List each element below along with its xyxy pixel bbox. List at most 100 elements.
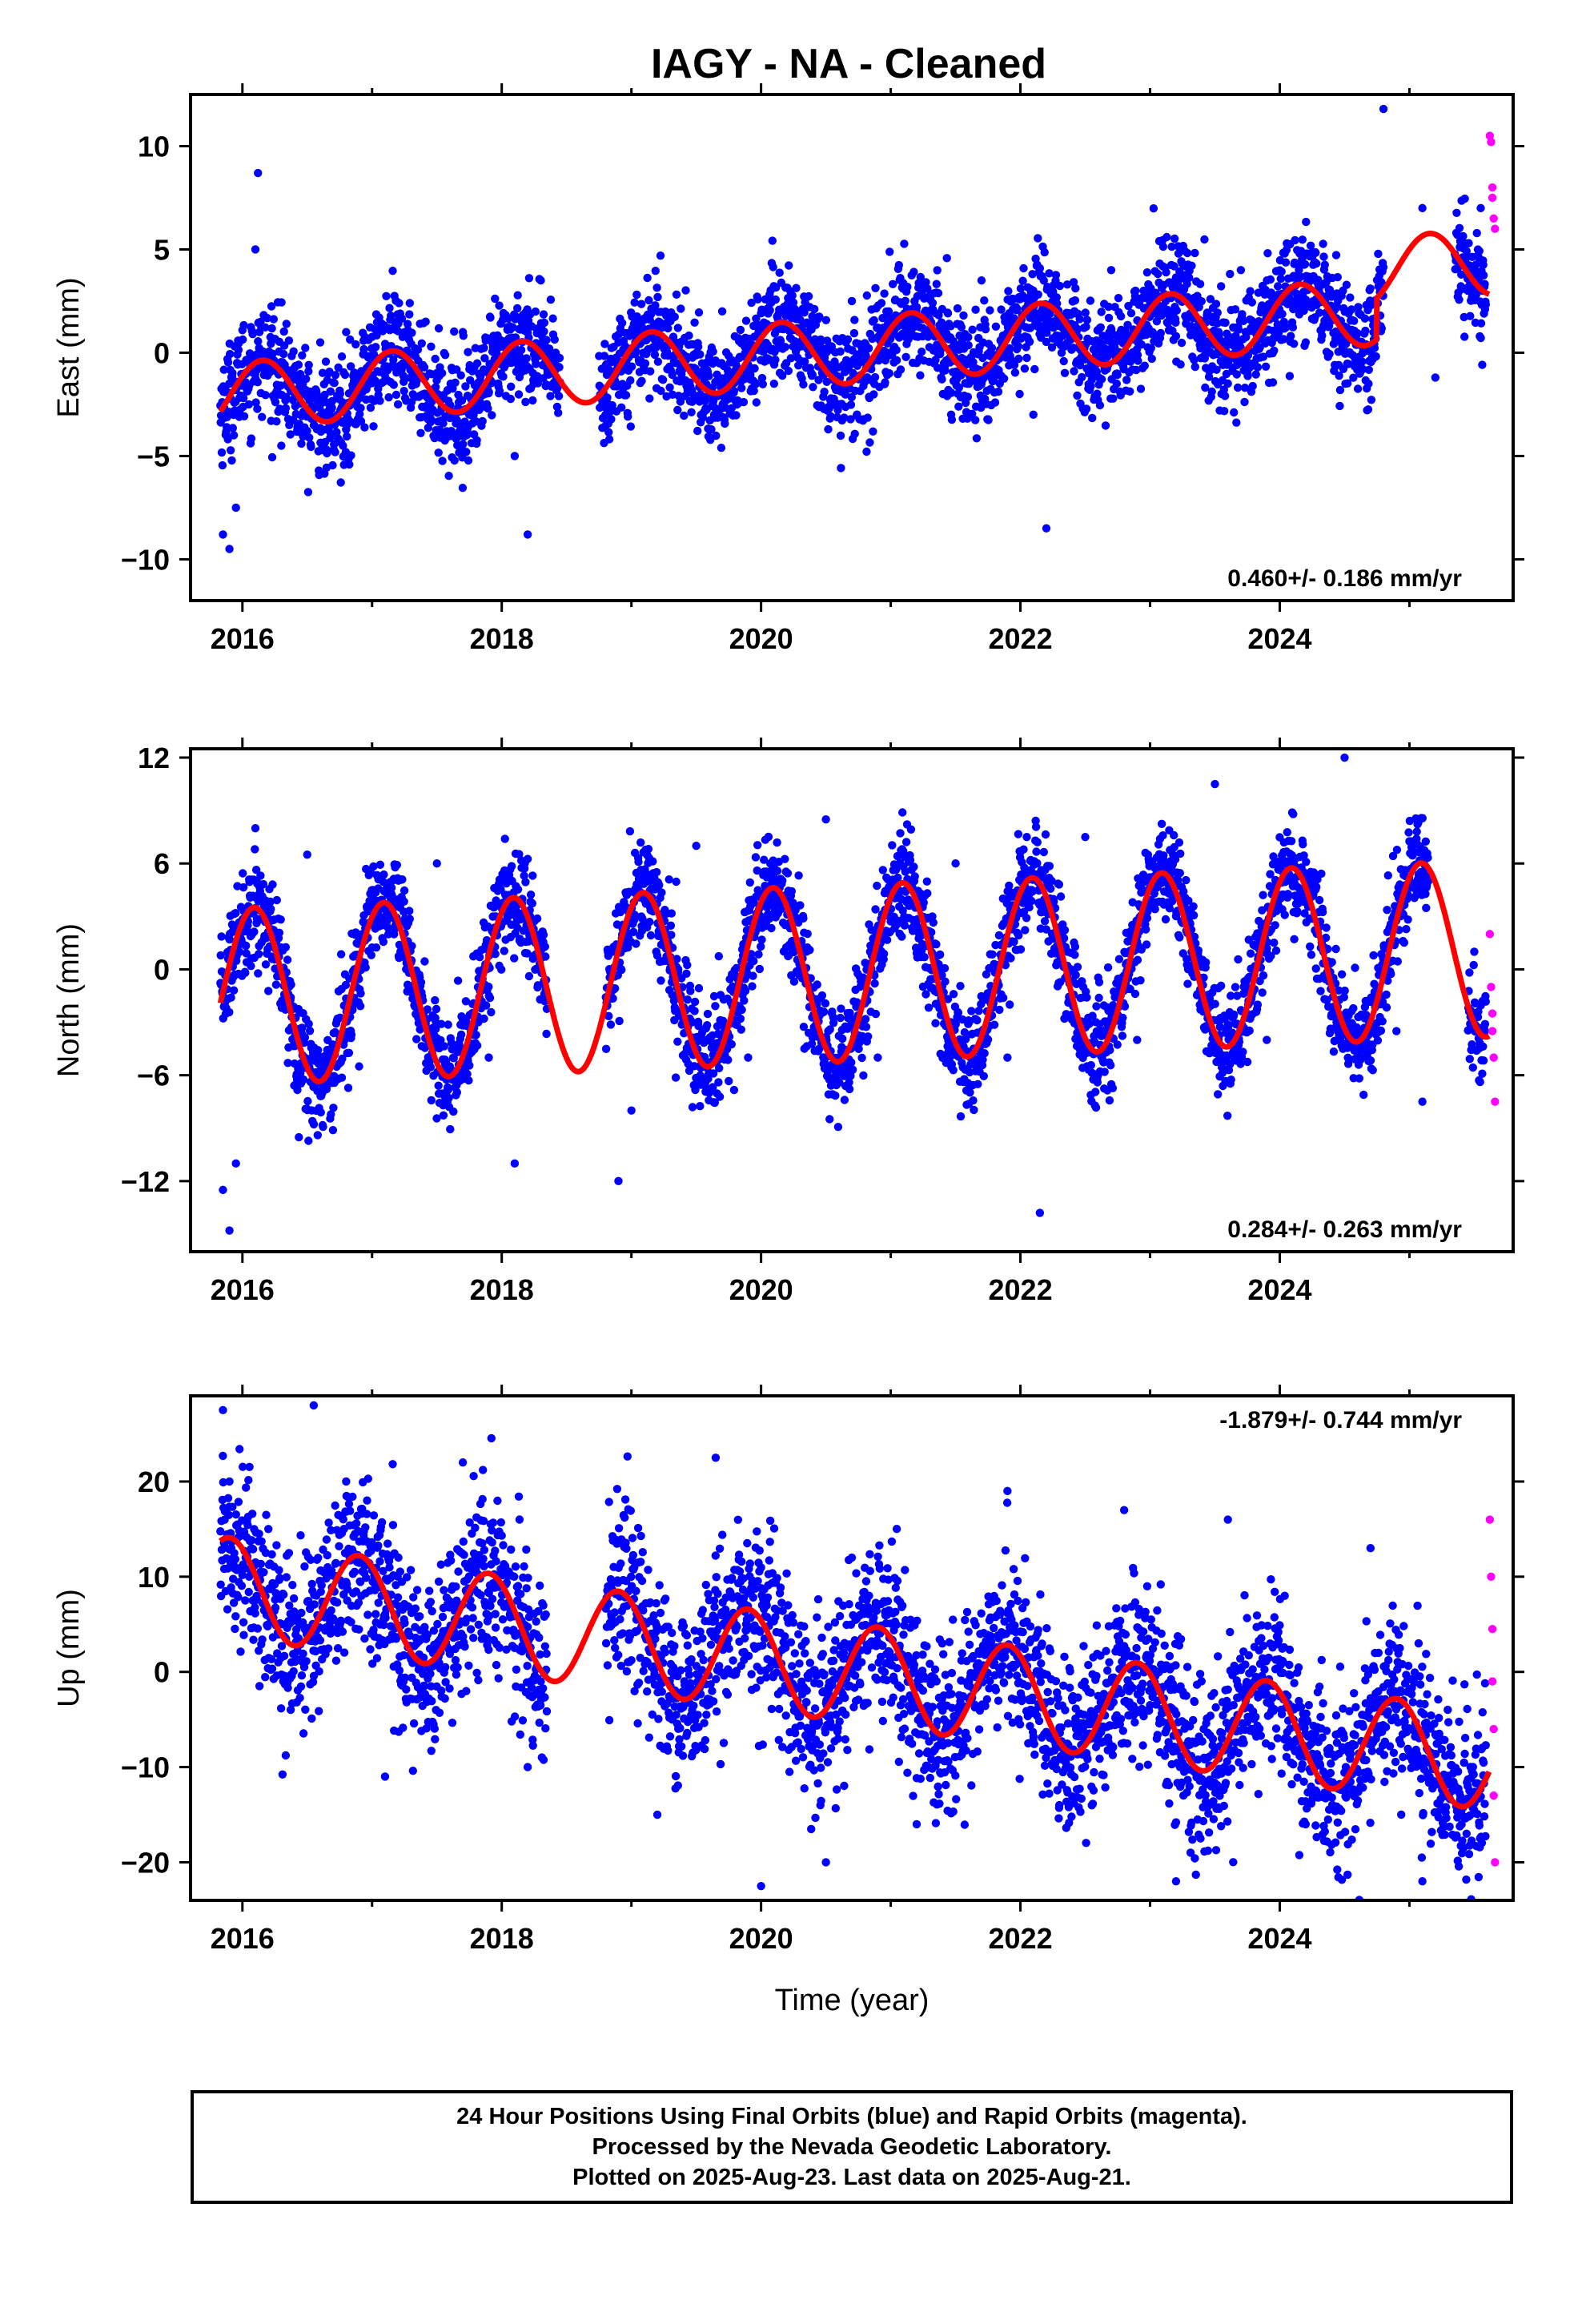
final-point [909,267,918,276]
final-point [711,1002,720,1011]
final-point [371,343,380,352]
final-point [304,1019,313,1028]
final-point [1240,384,1250,392]
final-point [1353,384,1363,393]
final-point [964,332,973,342]
final-point [297,439,306,448]
final-point [327,403,336,412]
final-point [261,960,271,969]
final-point [304,360,313,369]
final-point [450,456,459,465]
final-point [884,307,893,316]
final-point [750,364,759,373]
final-point [1240,397,1249,407]
final-point [461,382,470,391]
final-point [1035,263,1045,273]
final-point [877,299,886,308]
final-point [295,1132,303,1142]
final-point [264,987,273,995]
final-point [268,880,277,889]
final-point [1182,279,1191,288]
final-point [826,412,835,420]
final-point [846,400,856,409]
final-point [1013,304,1022,313]
final-point [514,390,524,399]
final-point [1263,249,1272,258]
final-point [747,298,756,308]
final-point [1171,318,1180,327]
final-point [1191,248,1199,258]
y-tick-label: −5 [137,440,170,472]
final-point [1086,296,1095,305]
final-point [367,951,375,959]
final-point [627,362,636,371]
final-point [1022,353,1031,363]
final-point [758,380,767,388]
final-point [371,943,381,952]
final-point [253,378,262,387]
final-point [1325,349,1334,359]
final-point [606,1020,616,1029]
final-point [523,854,532,863]
final-point [328,1126,338,1135]
final-point [1154,269,1162,279]
final-point [912,303,921,312]
final-point [752,398,761,407]
final-point [642,336,651,344]
final-point [400,387,408,396]
final-point [465,1061,474,1070]
final-point [457,396,467,405]
final-point [1342,280,1351,289]
final-point [666,921,676,931]
final-point [709,347,717,356]
y-tick-label: 10 [138,130,170,163]
final-point [673,405,682,415]
final-point [1259,352,1268,361]
rapid-point [1491,224,1500,233]
final-point [361,963,370,972]
final-point [302,375,311,384]
final-point [1081,308,1090,317]
final-point [421,317,430,326]
final-point [272,895,281,905]
final-point [682,969,691,979]
final-point [901,296,910,305]
final-point [1236,266,1246,275]
final-point [548,314,557,323]
final-point [1042,337,1051,347]
final-point [440,351,450,360]
final-point [729,387,739,396]
final-point [223,358,233,367]
final-point [275,928,284,938]
final-point [1261,362,1271,371]
final-point [1124,301,1133,311]
final-point [303,488,313,497]
final-point [1156,328,1166,338]
final-point [964,341,973,350]
final-point [765,306,774,315]
final-point [1195,279,1205,288]
final-point [665,875,673,884]
final-point [829,1019,838,1027]
final-point [831,1091,840,1100]
final-point [932,279,942,288]
final-point [650,350,660,360]
final-point [703,1021,712,1030]
final-point [693,426,702,436]
final-point [226,446,235,455]
final-point [234,345,243,355]
final-point [513,304,522,313]
north-final-cloud [216,808,1491,1145]
final-point [1086,382,1095,391]
final-point [331,448,339,456]
final-point [1206,295,1215,304]
final-point [1176,360,1185,369]
final-point [277,298,286,307]
final-point [516,345,526,355]
final-point [821,999,830,1008]
final-point [773,866,782,875]
final-point [604,435,614,444]
final-point [427,1096,436,1105]
final-point [626,422,635,431]
final-point [862,447,871,456]
